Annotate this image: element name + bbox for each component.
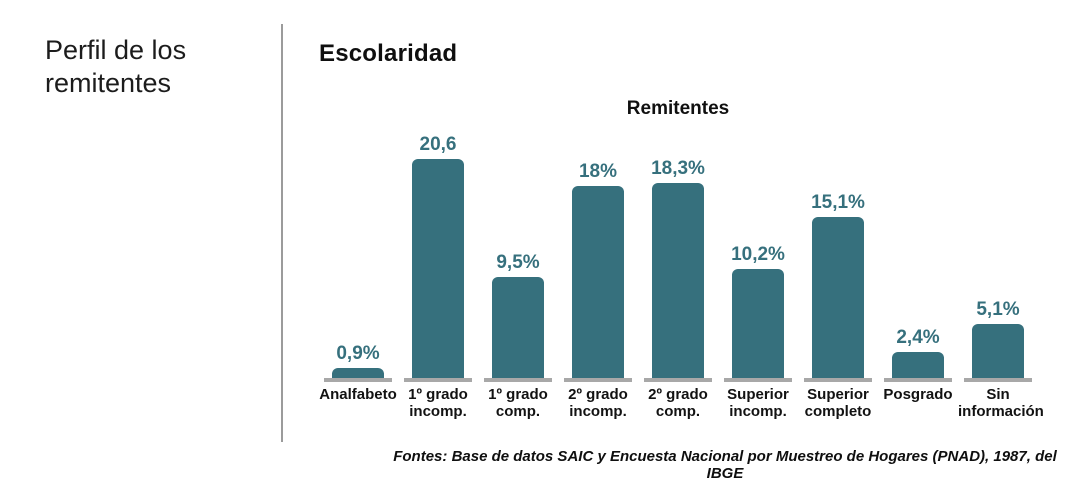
bar xyxy=(732,269,784,378)
chart-section-title: Escolaridad xyxy=(319,40,458,67)
axis-tick-cell xyxy=(958,378,1038,382)
axis-tick-cell xyxy=(718,378,798,382)
bar-column: 20,6 xyxy=(398,134,478,378)
axis-tick-strip xyxy=(324,378,392,382)
axis-tick-cell xyxy=(798,378,878,382)
bar xyxy=(652,183,704,378)
bar xyxy=(332,368,384,378)
category-label: Sin información xyxy=(958,386,1044,420)
axis-tick-strip xyxy=(484,378,552,382)
category-label: 2º grado comp. xyxy=(648,386,708,420)
axis-tick-strip xyxy=(404,378,472,382)
axis-tick-cell xyxy=(478,378,558,382)
bar xyxy=(892,352,944,378)
page-title: Perfil de los remitentes xyxy=(45,35,187,98)
bar xyxy=(972,324,1024,378)
axis-tick-strip xyxy=(564,378,632,382)
bar-value-label: 15,1% xyxy=(811,192,865,213)
bar-value-label: 5,1% xyxy=(976,299,1020,320)
bar-value-label: 2,4% xyxy=(896,327,940,348)
axis-tick-cell xyxy=(878,378,958,382)
axis-tick-cell xyxy=(318,378,398,382)
category-label: 1º grado comp. xyxy=(488,386,548,420)
bar-value-label: 9,5% xyxy=(496,252,540,273)
bar-value-label: 10,2% xyxy=(731,244,785,265)
source-footnote: Fontes: Base de datos SAIC y Encuesta Na… xyxy=(393,448,1057,482)
axis-tick-cell xyxy=(398,378,478,382)
bar-column: 18% xyxy=(558,161,638,378)
bar xyxy=(492,277,544,378)
axis-tick-cell xyxy=(558,378,638,382)
bar-chart: 0,9% 20,6 9,5% 18% 18,3% 10,2% 15,1% 2,4% 5,1% xyxy=(318,130,1038,378)
axis-baseline xyxy=(318,378,1038,382)
bar-value-label: 20,6 xyxy=(419,134,457,155)
category-label: Analfabeto xyxy=(319,386,397,403)
bar-value-label: 18,3% xyxy=(651,158,705,179)
bar-column: 2,4% xyxy=(878,327,958,378)
bar-value-label: 18% xyxy=(578,161,618,182)
chart-subtitle: Remitentes xyxy=(626,98,730,119)
bar-column: 9,5% xyxy=(478,252,558,378)
axis-tick-strip xyxy=(804,378,872,382)
axis-tick-strip xyxy=(884,378,952,382)
bar xyxy=(812,217,864,378)
bar-column: 10,2% xyxy=(718,244,798,378)
category-label: 1º grado incomp. xyxy=(408,386,468,420)
bar xyxy=(572,186,624,378)
category-label: Posgrado xyxy=(883,386,953,403)
axis-tick-cell xyxy=(638,378,718,382)
axis-tick-strip xyxy=(964,378,1032,382)
category-label: Superior completo xyxy=(804,386,872,420)
bar-column: 0,9% xyxy=(318,343,398,378)
bar xyxy=(412,159,464,378)
bar-column: 15,1% xyxy=(798,192,878,378)
category-label: Superior incomp. xyxy=(727,386,789,420)
category-label: 2º grado incomp. xyxy=(568,386,628,420)
bar-value-label: 0,9% xyxy=(336,343,380,364)
bar-column: 5,1% xyxy=(958,299,1038,378)
category-axis: Analfabeto 1º grado incomp. 1º grado comp.… xyxy=(318,386,1044,420)
bar-column: 18,3% xyxy=(638,158,718,378)
axis-tick-strip xyxy=(644,378,712,382)
axis-tick-strip xyxy=(724,378,792,382)
vertical-divider xyxy=(281,24,283,442)
